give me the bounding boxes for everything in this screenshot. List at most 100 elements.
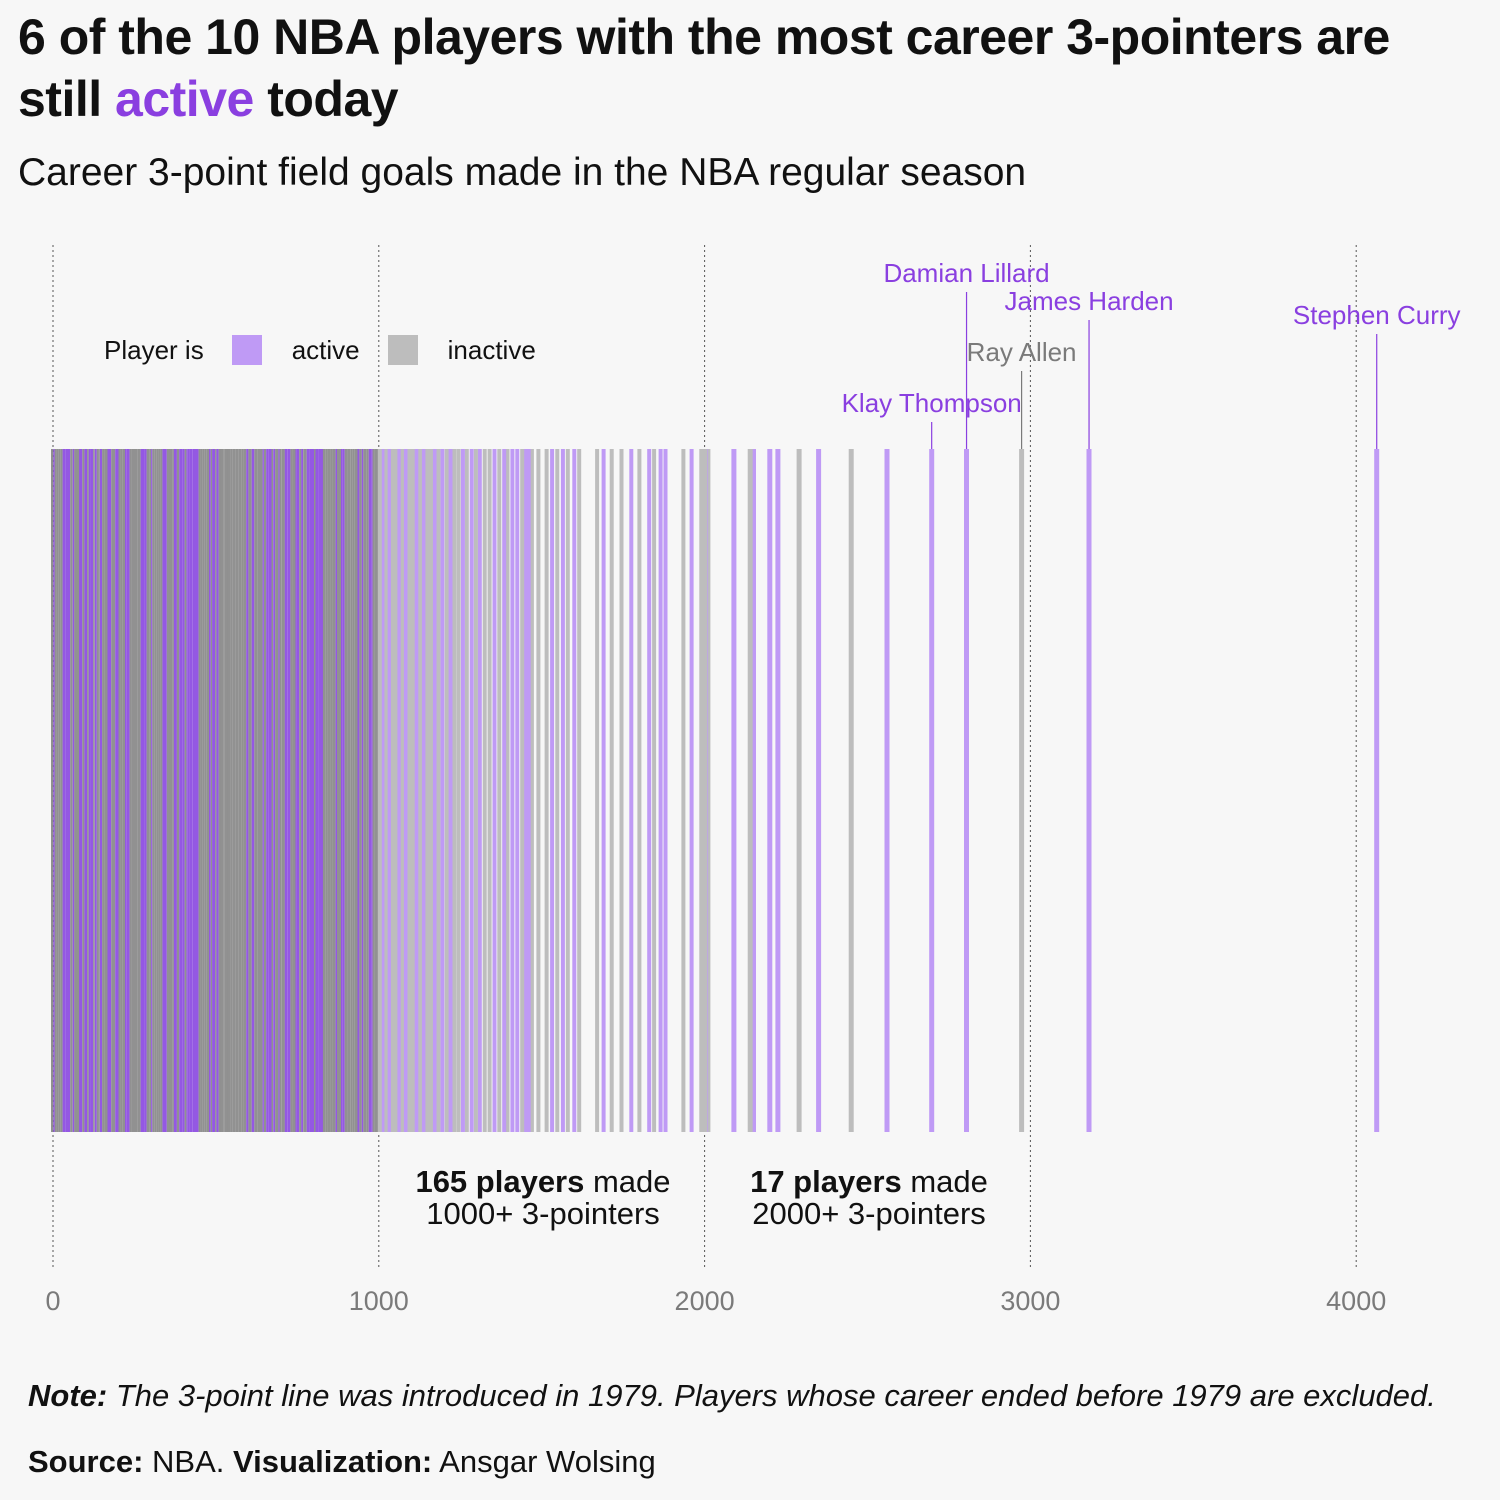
- bar-player-2000s-11: [702, 449, 708, 1132]
- bar-dense-145: [371, 449, 373, 1132]
- bar-dense-9: [70, 449, 73, 1132]
- bar-dense-119: [312, 449, 315, 1132]
- bar-dense-40: [140, 449, 143, 1132]
- bar-dense-63: [187, 449, 190, 1132]
- bar-player-1000s-22: [526, 449, 531, 1132]
- bar-dense-126: [327, 449, 331, 1132]
- bar-dense-91: [248, 449, 252, 1132]
- bar-dense-66: [193, 449, 197, 1132]
- label-damian-lillard: Damian Lillard: [883, 258, 1049, 288]
- bar-dense-104: [279, 449, 282, 1132]
- x-tick-label-2000: 2000: [675, 1286, 735, 1316]
- bar-player-1000s-19: [544, 449, 549, 1132]
- bar-dense-140: [359, 449, 362, 1132]
- bar-dense-28: [111, 449, 113, 1132]
- bar-dense-15: [84, 449, 88, 1132]
- bar-dense-13: [79, 449, 83, 1132]
- bar-dense-114: [301, 449, 304, 1132]
- legend: Player is active inactive: [104, 330, 564, 370]
- bar-james-harden: [1086, 449, 1092, 1132]
- bar-dense-78: [216, 449, 219, 1132]
- annotation-1000-rest: made: [584, 1164, 670, 1199]
- bar-player-1000s-42: [440, 449, 445, 1132]
- bar-dense-141: [361, 449, 364, 1132]
- bar-dense-76: [213, 449, 216, 1132]
- bar-player-1000s-25: [515, 449, 520, 1132]
- bar-player-2000s-4: [775, 449, 781, 1132]
- bar-player-1000s-47: [421, 449, 426, 1132]
- bar-player-1000s-5: [652, 449, 657, 1132]
- bar-dense-8: [67, 449, 71, 1132]
- bar-dense-115: [303, 449, 305, 1132]
- footer-source: Source: NBA. Visualization: Ansgar Wolsi…: [28, 1440, 656, 1484]
- bar-player-1000s-54: [396, 449, 401, 1132]
- title-part1: 6 of the 10 NBA players with the most ca…: [18, 9, 1390, 127]
- bar-dense-111: [295, 449, 297, 1132]
- bar-dense-35: [126, 449, 130, 1132]
- bar-dense-46: [152, 449, 155, 1132]
- bar-dense-98: [266, 449, 269, 1132]
- bar-dense-68: [198, 449, 201, 1132]
- bar-dense-5: [60, 449, 63, 1132]
- bar-dense-93: [254, 449, 258, 1132]
- bar-dense-79: [218, 449, 221, 1132]
- bar-player-1000s-29: [497, 449, 502, 1132]
- bar-player-1000s-50: [410, 449, 415, 1132]
- bar-dense-16: [87, 449, 89, 1132]
- barcode-chart: Stephen Curry James Harden Ray Allen Damian…: [45, 245, 1461, 1316]
- bar-dense-80: [220, 449, 224, 1132]
- bar-dense-45: [151, 449, 153, 1132]
- x-axis-ticks: 0 1000 2000 3000 4000: [45, 1286, 1386, 1316]
- bar-dense-88: [241, 449, 244, 1132]
- bar-player-1000s-21: [529, 449, 534, 1132]
- bar-dense-22: [98, 449, 100, 1132]
- bar-player-1000s-3: [663, 449, 668, 1132]
- bar-dense-59: [179, 449, 183, 1132]
- bar-dense-27: [109, 449, 112, 1132]
- bar-player-1000s-26: [510, 449, 515, 1132]
- bar-player-1000s-57: [386, 449, 391, 1132]
- bar-player-1000s-11: [601, 449, 606, 1132]
- bar-dense-106: [283, 449, 285, 1132]
- bar-dense-32: [120, 449, 123, 1132]
- label-klay-thompson: Klay Thompson: [842, 388, 1022, 418]
- bar-player-1000s-37: [460, 449, 465, 1132]
- annotation-1000-line2: 1000+ 3-pointers: [426, 1196, 660, 1231]
- chart-subtitle: Career 3-point field goals made in the N…: [18, 151, 1027, 194]
- bar-player-1000s-45: [428, 449, 433, 1132]
- bar-player-1000s-58: [383, 449, 388, 1132]
- bar-player-1000s-52: [403, 449, 408, 1132]
- viz-label: Visualization:: [233, 1444, 433, 1479]
- bar-dense-74: [210, 449, 213, 1132]
- bar-dense-21: [96, 449, 99, 1132]
- bar-player-1000s-13: [577, 449, 582, 1132]
- bar-dense-108: [287, 449, 291, 1132]
- bar-player-1000s-14: [572, 449, 577, 1132]
- bar-dense-53: [166, 449, 170, 1132]
- bar-player-1000s-40: [448, 449, 453, 1132]
- bar-dense-113: [299, 449, 302, 1132]
- bar-player-1000s-30: [492, 449, 497, 1132]
- bar-dense-96: [262, 449, 264, 1132]
- bar-player-1000s-49: [414, 449, 419, 1132]
- bar-dense-1: [53, 449, 55, 1132]
- bar-player-1000s-39: [452, 449, 457, 1132]
- bar-player-1000s-10: [609, 449, 614, 1132]
- note-text: The 3-point line was introduced in 1979.…: [107, 1378, 1436, 1413]
- bar-dense-124: [322, 449, 326, 1132]
- bar-dense-58: [176, 449, 180, 1132]
- bar-dense-147: [374, 449, 378, 1132]
- bar-player-2000s-5: [767, 449, 773, 1132]
- bar-player-1000s-9: [619, 449, 624, 1132]
- note-label: Note:: [28, 1378, 108, 1413]
- bar-dense-10: [72, 449, 75, 1132]
- bar-ray-allen: [1019, 449, 1025, 1132]
- bar-dense-29: [112, 449, 116, 1132]
- chart-title: 6 of the 10 NBA players with the most ca…: [18, 6, 1478, 130]
- bar-player-1000s-53: [399, 449, 404, 1132]
- bar-stephen-curry: [1374, 449, 1380, 1132]
- bar-dense-83: [227, 449, 231, 1132]
- bar-dense-36: [129, 449, 132, 1132]
- bar-player-1000s-23: [523, 449, 528, 1132]
- bar-dense-11: [74, 449, 78, 1132]
